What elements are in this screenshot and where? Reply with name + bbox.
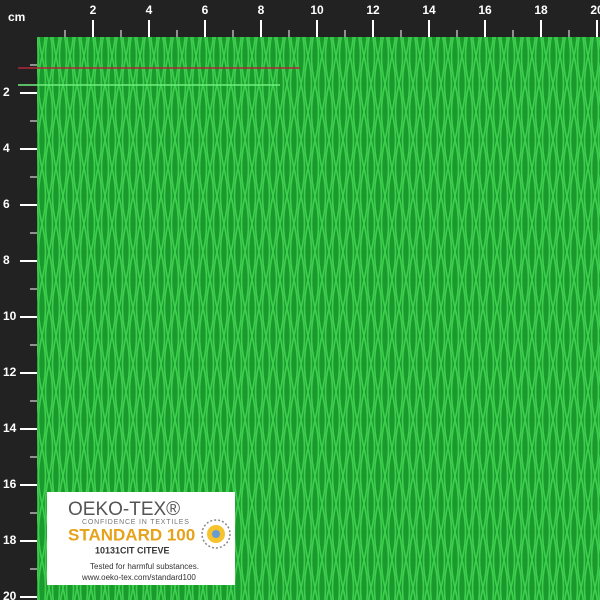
ruler-label: 8 bbox=[3, 253, 10, 267]
label-tagline: CONFIDENCE IN TEXTILES bbox=[82, 519, 190, 526]
ruler-label: 12 bbox=[3, 365, 17, 379]
ruler-label: 20 bbox=[3, 589, 17, 600]
ruler-unit: cm bbox=[8, 10, 25, 24]
ruler-label: 2 bbox=[3, 85, 10, 99]
ruler-label: 10 bbox=[310, 3, 324, 17]
ruler-label: 10 bbox=[3, 309, 17, 323]
label-brand: OEKO-TEX® bbox=[68, 499, 180, 520]
ruler-label: 12 bbox=[366, 3, 380, 17]
ruler-label: 16 bbox=[478, 3, 492, 17]
rulers: 2 4 6 8 10 12 14 16 18 20 2 4 6 8 10 12 14 16 18 20 bbox=[3, 3, 600, 600]
ruler-label: 16 bbox=[3, 477, 17, 491]
label-note: Tested for harmful substances. bbox=[90, 562, 199, 571]
ruler-label: 18 bbox=[3, 533, 17, 547]
label-url: www.oeko-tex.com/standard100 bbox=[81, 573, 196, 582]
ruler-label: 4 bbox=[146, 3, 153, 17]
label-standard: STANDARD 100 bbox=[68, 525, 195, 544]
ruler-label: 6 bbox=[202, 3, 209, 17]
ruler-label: 8 bbox=[258, 3, 265, 17]
oeko-tex-label: OEKO-TEX® CONFIDENCE IN TEXTILES STANDAR… bbox=[47, 492, 235, 585]
label-icon bbox=[201, 519, 231, 549]
ruler-label: 14 bbox=[422, 3, 436, 17]
ruler-label: 20 bbox=[590, 3, 600, 17]
ruler-label: 2 bbox=[90, 3, 97, 17]
label-box bbox=[47, 492, 235, 585]
ruler-label: 18 bbox=[534, 3, 548, 17]
ruler-label: 4 bbox=[3, 141, 10, 155]
ruler-label: 14 bbox=[3, 421, 17, 435]
label-code: 10131CIT CITEVE bbox=[95, 545, 170, 555]
ruler-label: 6 bbox=[3, 197, 10, 211]
